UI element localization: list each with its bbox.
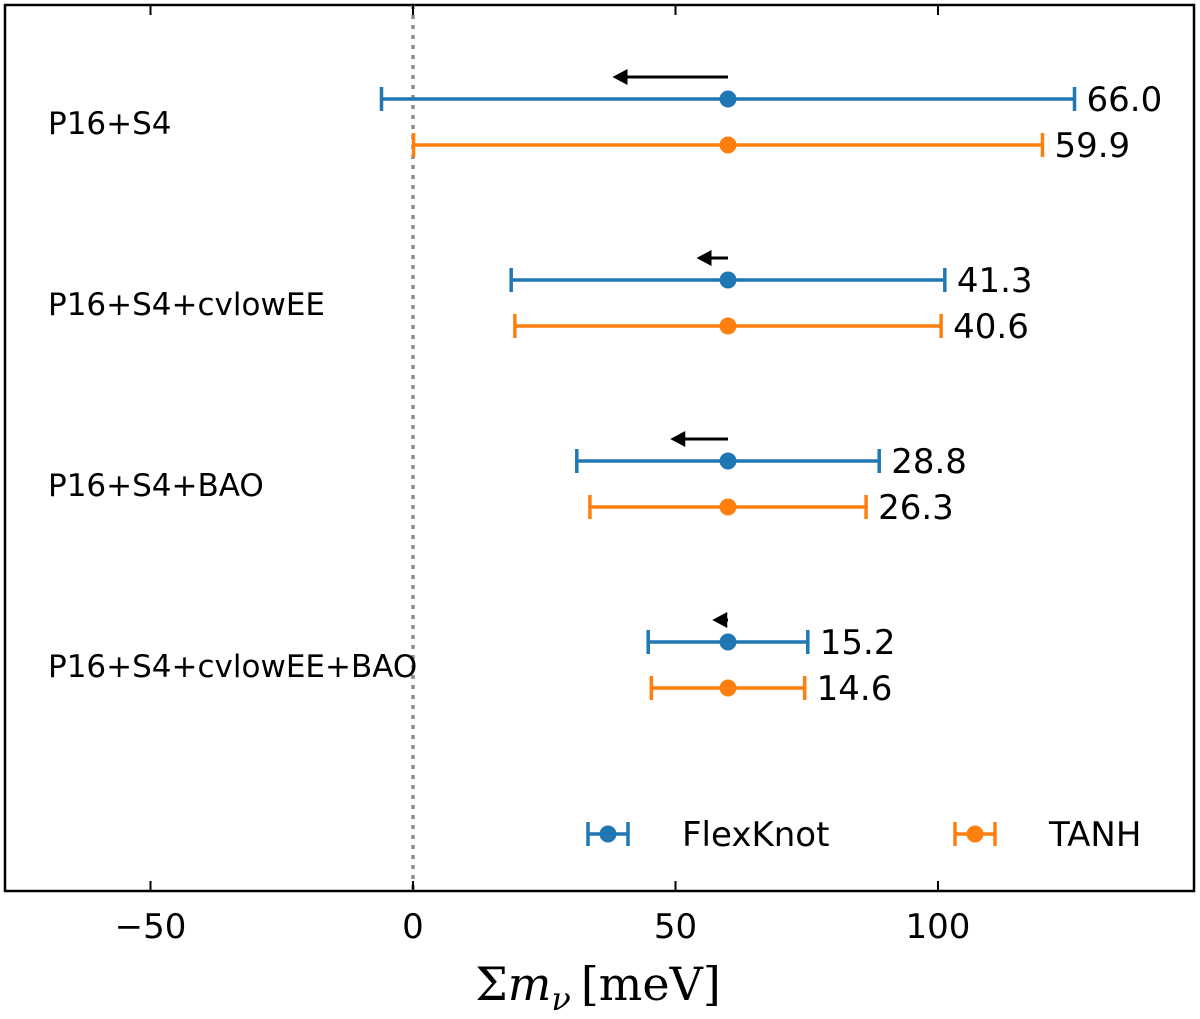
flexknot-width-label: 28.8 — [891, 442, 967, 482]
tanh-width-label: 40.6 — [953, 307, 1029, 347]
x-axis-label-m: m — [508, 957, 552, 1011]
group-label: P16+S4+BAO — [48, 468, 264, 504]
legend-label-flexknot: FlexKnot — [682, 815, 829, 855]
tanh-width-label: 14.6 — [817, 669, 893, 709]
legend-marker-flexknot-point — [599, 825, 617, 843]
x-axis-label-sum: Σ — [475, 957, 508, 1011]
flexknot-point — [719, 452, 737, 470]
data-group: P16+S4+BAO 28.8 26.3 — [48, 431, 967, 528]
tanh-width-label: 26.3 — [878, 488, 954, 528]
flexknot-width-label: 41.3 — [957, 261, 1033, 301]
flexknot-point — [719, 633, 737, 651]
x-tick-label: 100 — [906, 907, 971, 947]
data-group: P16+S4+cvlowEE 41.3 40.6 — [48, 250, 1033, 347]
data-group: P16+S4+cvlowEE+BAO 15.2 14.6 — [48, 612, 896, 709]
shift-arrow-head — [712, 612, 728, 628]
group-label: P16+S4+cvlowEE — [48, 287, 325, 323]
legend-label-tanh: TANH — [1048, 815, 1141, 855]
tanh-point — [719, 679, 737, 697]
x-tick-label: −50 — [115, 907, 187, 947]
x-axis-label: Σmν [meV] — [475, 957, 721, 1018]
shift-arrow-head — [612, 69, 628, 85]
tanh-point — [719, 136, 737, 154]
x-axis-label-subscript: ν — [551, 980, 570, 1018]
legend-marker-tanh-point — [966, 825, 984, 843]
tanh-width-label: 59.9 — [1054, 126, 1130, 166]
x-tick-label: 0 — [402, 907, 424, 947]
tanh-point — [719, 498, 737, 516]
x-tick-label: 50 — [654, 907, 697, 947]
plot-frame — [3, 3, 1196, 893]
group-label: P16+S4+cvlowEE+BAO — [48, 649, 417, 685]
legend: FlexKnot TANH — [586, 815, 1141, 855]
group-label: P16+S4 — [48, 106, 172, 142]
data-group: P16+S4 66.0 59.9 — [48, 69, 1162, 166]
shift-arrow-head — [696, 250, 712, 266]
shift-arrow-head — [670, 431, 686, 447]
x-axis-label-unit: [meV] — [581, 957, 721, 1011]
tanh-point — [719, 317, 737, 335]
flexknot-point — [719, 90, 737, 108]
flexknot-width-label: 15.2 — [820, 623, 896, 663]
flexknot-width-label: 66.0 — [1087, 80, 1163, 120]
flexknot-point — [719, 271, 737, 289]
